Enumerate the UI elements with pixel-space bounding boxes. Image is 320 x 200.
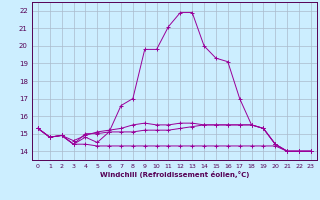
- X-axis label: Windchill (Refroidissement éolien,°C): Windchill (Refroidissement éolien,°C): [100, 171, 249, 178]
